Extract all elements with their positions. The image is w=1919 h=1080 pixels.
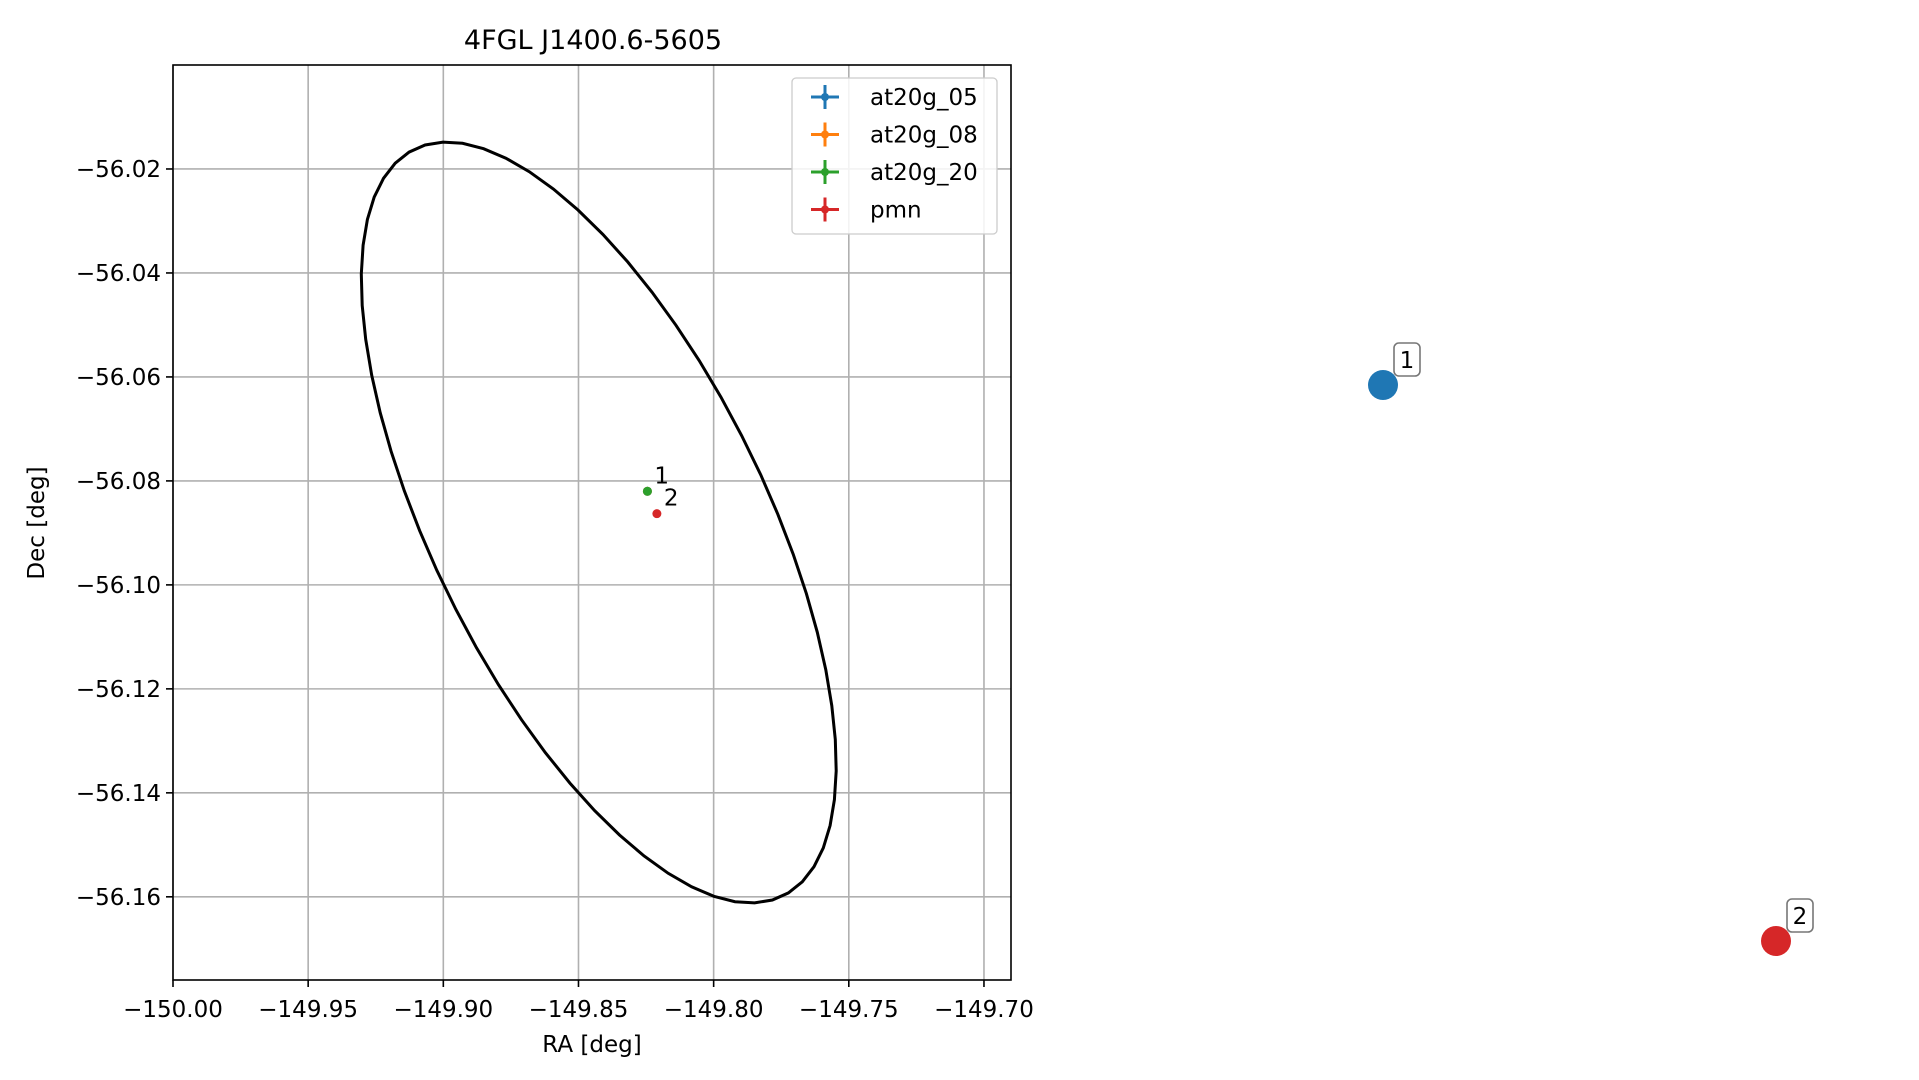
legend-marker — [821, 205, 829, 214]
x-tick-label: −150.00 — [123, 997, 223, 1023]
legend-label: pmn — [870, 198, 922, 224]
y-tick-label: −56.02 — [76, 157, 161, 183]
legend-label: at20g_20 — [870, 160, 978, 186]
x-tick-label: −149.70 — [934, 997, 1034, 1023]
source-label-box — [1786, 898, 1814, 933]
x-tick-label: −149.95 — [258, 997, 358, 1023]
x-tick-label: −149.85 — [529, 997, 629, 1023]
chart-title: 4FGL J1400.6-5605 — [464, 25, 722, 56]
data-points: 12 — [642, 463, 679, 519]
error-ellipse — [359, 140, 838, 905]
y-tick-label: −56.16 — [76, 885, 161, 911]
source-marker — [1761, 926, 1791, 956]
y-axis-ticks: −56.02 −56.04 −56.06 −56.08 −56.10 −56.12 −56.… — [76, 157, 173, 911]
legend-marker — [821, 130, 829, 139]
data-point — [652, 509, 662, 519]
x-axis-ticks: −150.00 −149.95 −149.90 −149.85 −149.80 −149.… — [123, 980, 1034, 1023]
data-point — [642, 486, 652, 496]
legend-box — [791, 77, 998, 235]
plot-frame — [172, 64, 1012, 981]
source-label-box — [1393, 342, 1421, 377]
legend-label: at20g_08 — [870, 123, 978, 149]
legend-marker — [821, 93, 829, 101]
y-tick-label: −56.10 — [76, 573, 161, 599]
source-label: 1 — [1400, 348, 1415, 374]
source-marker — [1368, 370, 1398, 400]
x-axis-label: RA [deg] — [542, 1032, 641, 1058]
y-tick-label: −56.06 — [76, 365, 161, 391]
source-marker-panel: 12 — [1368, 342, 1814, 956]
sky-position-chart: 4FGL J1400.6-5605 12 −150.00 −149.95 −149.… — [24, 25, 1034, 1058]
x-tick-label: −149.90 — [393, 997, 493, 1023]
legend-label: at20g_05 — [870, 85, 978, 111]
point-label: 2 — [664, 486, 679, 512]
source-label: 2 — [1793, 904, 1808, 930]
y-tick-label: −56.12 — [76, 677, 161, 703]
y-tick-label: −56.08 — [76, 469, 161, 495]
x-tick-label: −149.75 — [799, 997, 899, 1023]
legend-marker — [821, 168, 829, 176]
x-tick-label: −149.80 — [664, 997, 764, 1023]
y-axis-label: Dec [deg] — [24, 466, 50, 579]
y-tick-label: −56.14 — [76, 781, 161, 807]
point-label: 1 — [654, 463, 669, 489]
y-tick-label: −56.04 — [76, 261, 161, 287]
